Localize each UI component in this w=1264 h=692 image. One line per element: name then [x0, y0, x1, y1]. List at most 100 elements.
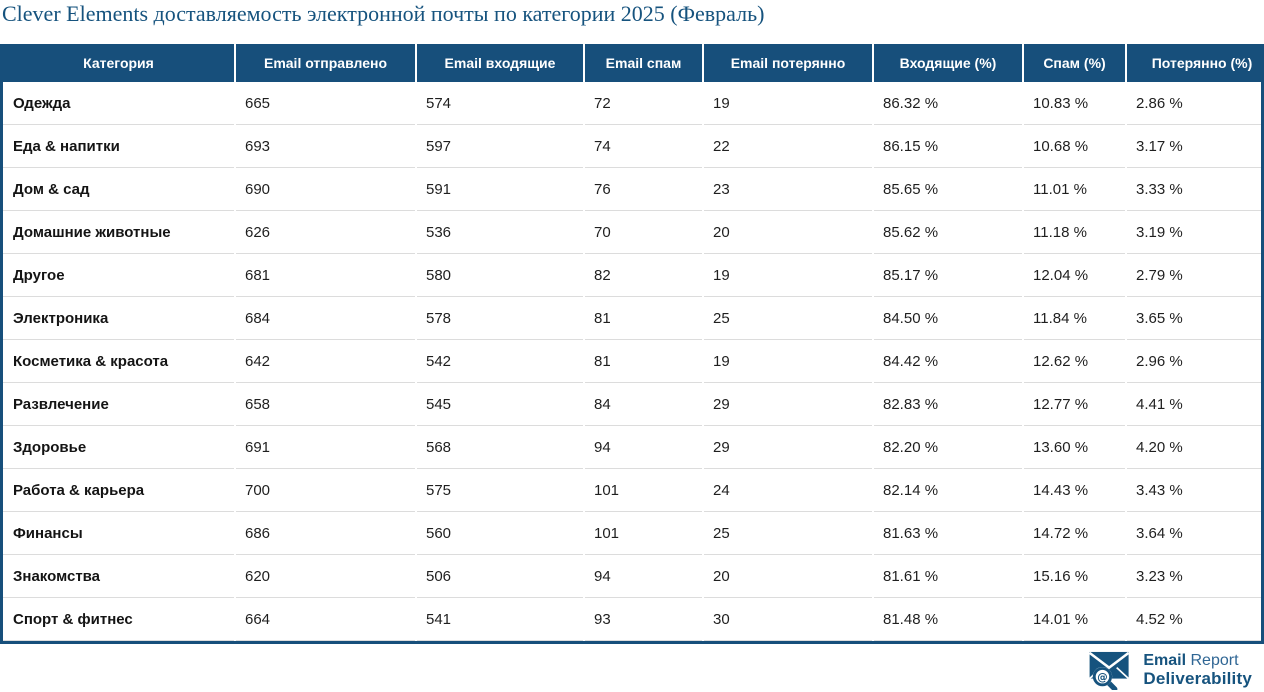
- value-cell: 626: [236, 211, 415, 254]
- value-cell: 3.23 %: [1127, 555, 1261, 598]
- value-cell: 2.96 %: [1127, 340, 1261, 383]
- value-cell: 82: [585, 254, 702, 297]
- value-cell: 4.52 %: [1127, 598, 1261, 641]
- category-cell: Развлечение: [3, 383, 234, 426]
- value-cell: 19: [704, 254, 872, 297]
- value-cell: 684: [236, 297, 415, 340]
- category-cell: Еда & напитки: [3, 125, 234, 168]
- value-cell: 25: [704, 512, 872, 555]
- value-cell: 72: [585, 82, 702, 125]
- category-cell: Финансы: [3, 512, 234, 555]
- page-title: Clever Elements доставляемость электронн…: [2, 1, 765, 26]
- table-row: Работа & карьера 700 575 101 24 82.14 % 14.43 …: [3, 469, 1261, 512]
- value-cell: 545: [417, 383, 583, 426]
- value-cell: 597: [417, 125, 583, 168]
- value-cell: 4.20 %: [1127, 426, 1261, 469]
- value-cell: 12.04 %: [1024, 254, 1125, 297]
- footer: @ Email Report Deliverability: [0, 644, 1264, 692]
- value-cell: 574: [417, 82, 583, 125]
- value-cell: 690: [236, 168, 415, 211]
- value-cell: 82.83 %: [874, 383, 1022, 426]
- value-cell: 82.20 %: [874, 426, 1022, 469]
- column-header-входящие-%: Входящие (%): [874, 44, 1022, 82]
- value-cell: 700: [236, 469, 415, 512]
- category-cell: Здоровье: [3, 426, 234, 469]
- value-cell: 25: [704, 297, 872, 340]
- value-cell: 691: [236, 426, 415, 469]
- table-row: Другое 681 580 82 19 85.17 % 12.04 % 2.79 %: [3, 254, 1261, 297]
- value-cell: 74: [585, 125, 702, 168]
- value-cell: 2.86 %: [1127, 82, 1261, 125]
- category-cell: Одежда: [3, 82, 234, 125]
- value-cell: 591: [417, 168, 583, 211]
- value-cell: 85.65 %: [874, 168, 1022, 211]
- value-cell: 19: [704, 82, 872, 125]
- value-cell: 664: [236, 598, 415, 641]
- table-row: Финансы 686 560 101 25 81.63 % 14.72 % 3.64 %: [3, 512, 1261, 555]
- value-cell: 693: [236, 125, 415, 168]
- value-cell: 86.32 %: [874, 82, 1022, 125]
- value-cell: 85.62 %: [874, 211, 1022, 254]
- value-cell: 82.14 %: [874, 469, 1022, 512]
- at-glyph: @: [1098, 671, 1108, 683]
- column-header-потерянно-%: Потерянно (%): [1127, 44, 1261, 82]
- table-row: Косметика & красота 642 542 81 19 84.42 % 12.6…: [3, 340, 1261, 383]
- value-cell: 101: [585, 469, 702, 512]
- value-cell: 10.68 %: [1024, 125, 1125, 168]
- envelope-magnifier-at-icon: @: [1089, 651, 1130, 690]
- value-cell: 11.01 %: [1024, 168, 1125, 211]
- logo-word-email: Email: [1143, 651, 1187, 669]
- value-cell: 81.61 %: [874, 555, 1022, 598]
- value-cell: 642: [236, 340, 415, 383]
- logo-line-email-report: Email Report: [1143, 652, 1252, 670]
- category-cell: Дом & сад: [3, 168, 234, 211]
- value-cell: 70: [585, 211, 702, 254]
- value-cell: 542: [417, 340, 583, 383]
- value-cell: 12.62 %: [1024, 340, 1125, 383]
- value-cell: 81: [585, 340, 702, 383]
- value-cell: 3.65 %: [1127, 297, 1261, 340]
- table-header: Категория Email отправлено Email входящие E…: [3, 44, 1261, 82]
- table-row: Электроника 684 578 81 25 84.50 % 11.84 % 3.65 …: [3, 297, 1261, 340]
- value-cell: 84.42 %: [874, 340, 1022, 383]
- value-cell: 578: [417, 297, 583, 340]
- table-header-row: Категория Email отправлено Email входящие E…: [3, 44, 1261, 82]
- value-cell: 4.41 %: [1127, 383, 1261, 426]
- value-cell: 14.43 %: [1024, 469, 1125, 512]
- value-cell: 568: [417, 426, 583, 469]
- category-cell: Знакомства: [3, 555, 234, 598]
- value-cell: 14.72 %: [1024, 512, 1125, 555]
- table-row: Еда & напитки 693 597 74 22 86.15 % 10.68 % 3.1…: [3, 125, 1261, 168]
- table-body: Одежда 665 574 72 19 86.32 % 10.83 % 2.86 % Еда …: [3, 82, 1261, 641]
- email-report-deliverability-logo[interactable]: @ Email Report Deliverability: [1088, 651, 1252, 690]
- table-row: Одежда 665 574 72 19 86.32 % 10.83 % 2.86 %: [3, 82, 1261, 125]
- value-cell: 3.33 %: [1127, 168, 1261, 211]
- table-row: Дом & сад 690 591 76 23 85.65 % 11.01 % 3.33 %: [3, 168, 1261, 211]
- value-cell: 686: [236, 512, 415, 555]
- value-cell: 76: [585, 168, 702, 211]
- table-row: Развлечение 658 545 84 29 82.83 % 12.77 % 4.41 …: [3, 383, 1261, 426]
- column-header-email-спам: Email спам: [585, 44, 702, 82]
- value-cell: 3.64 %: [1127, 512, 1261, 555]
- value-cell: 15.16 %: [1024, 555, 1125, 598]
- value-cell: 22: [704, 125, 872, 168]
- value-cell: 30: [704, 598, 872, 641]
- value-cell: 86.15 %: [874, 125, 1022, 168]
- column-header-email-входящие: Email входящие: [417, 44, 583, 82]
- value-cell: 575: [417, 469, 583, 512]
- value-cell: 19: [704, 340, 872, 383]
- value-cell: 580: [417, 254, 583, 297]
- value-cell: 506: [417, 555, 583, 598]
- value-cell: 536: [417, 211, 583, 254]
- logo-word-report: Report: [1186, 651, 1239, 669]
- value-cell: 541: [417, 598, 583, 641]
- value-cell: 101: [585, 512, 702, 555]
- value-cell: 14.01 %: [1024, 598, 1125, 641]
- value-cell: 81.48 %: [874, 598, 1022, 641]
- category-cell: Домашние животные: [3, 211, 234, 254]
- value-cell: 20: [704, 211, 872, 254]
- table-row: Здоровье 691 568 94 29 82.20 % 13.60 % 4.20 %: [3, 426, 1261, 469]
- value-cell: 12.77 %: [1024, 383, 1125, 426]
- value-cell: 11.84 %: [1024, 297, 1125, 340]
- logo-text: Email Report Deliverability: [1143, 652, 1252, 689]
